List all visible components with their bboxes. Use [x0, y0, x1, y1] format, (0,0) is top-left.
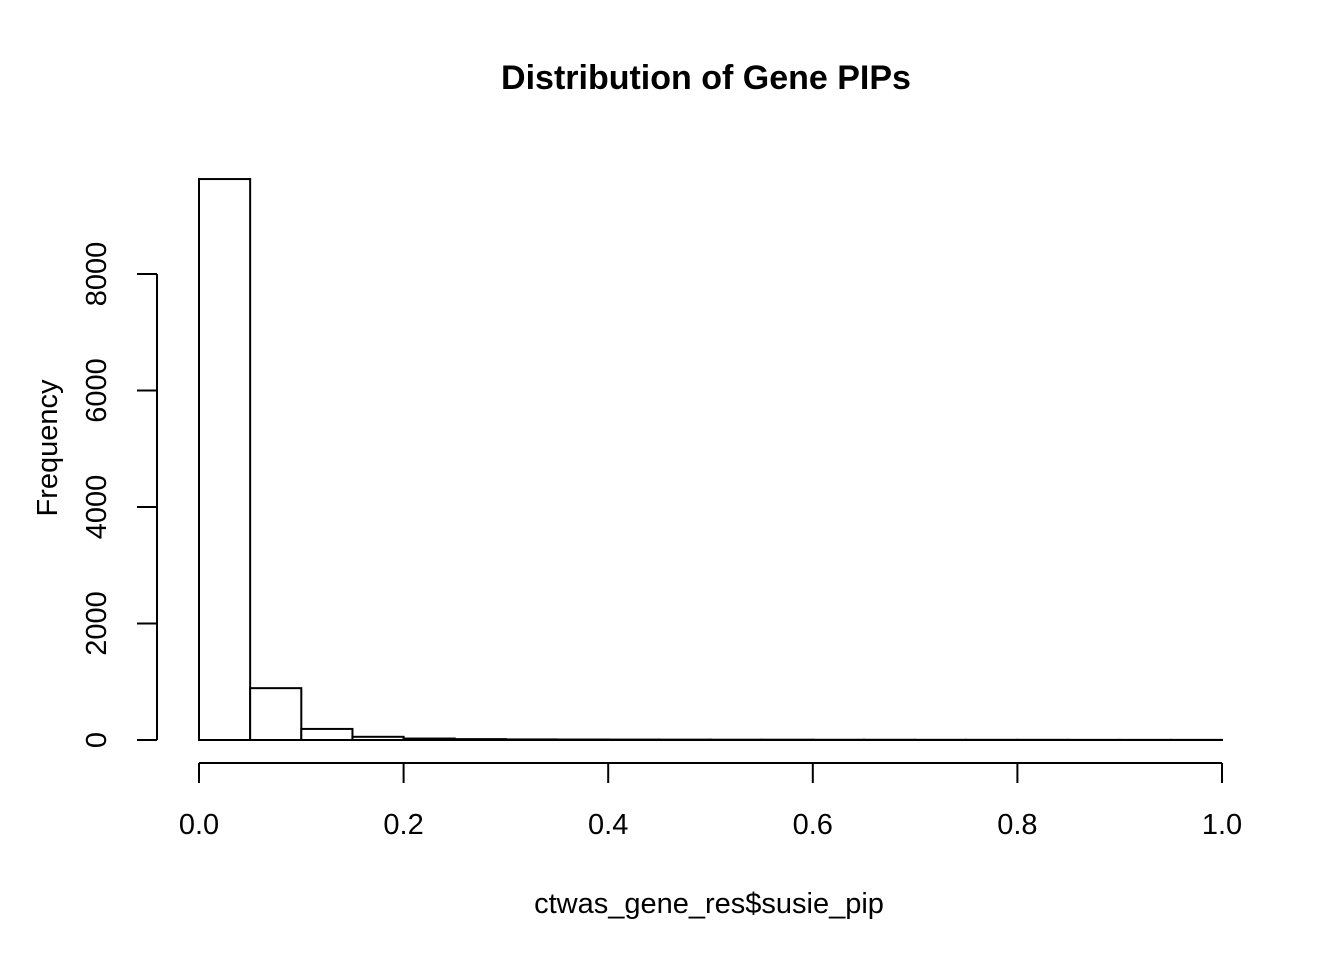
x-axis-tick-label: 1.0: [1202, 809, 1242, 841]
y-axis: 0 2000 4000 6000 8000: [81, 242, 157, 748]
y-axis-tick-label: 4000: [81, 475, 113, 540]
y-axis-label: Frequency: [32, 379, 64, 517]
x-axis-tick-label: 0.0: [179, 809, 219, 841]
histogram-bar: [455, 739, 506, 740]
y-axis-tick-label: 8000: [81, 242, 113, 307]
y-axis-tick-label: 6000: [81, 358, 113, 423]
x-axis-tick-label: 0.8: [997, 809, 1037, 841]
x-axis-label: ctwas_gene_res$susie_pip: [534, 888, 884, 920]
y-axis-tick-label: 0: [81, 732, 113, 748]
chart-title: Distribution of Gene PIPs: [501, 59, 911, 97]
histogram-bar: [404, 739, 455, 740]
histogram-bar: [352, 737, 403, 740]
x-axis: 0.0 0.2 0.4 0.6 0.8 1.0: [179, 763, 1242, 841]
histogram-bar: [250, 688, 301, 740]
histogram-bars-group: [199, 179, 1222, 740]
y-axis-tick-label: 2000: [81, 591, 113, 656]
histogram-bar: [301, 729, 352, 740]
x-axis-tick-label: 0.6: [793, 809, 833, 841]
histogram-bar: [199, 179, 250, 740]
histogram-bar: [506, 739, 557, 740]
x-axis-tick-label: 0.2: [383, 809, 423, 841]
x-axis-tick-label: 0.4: [588, 809, 628, 841]
